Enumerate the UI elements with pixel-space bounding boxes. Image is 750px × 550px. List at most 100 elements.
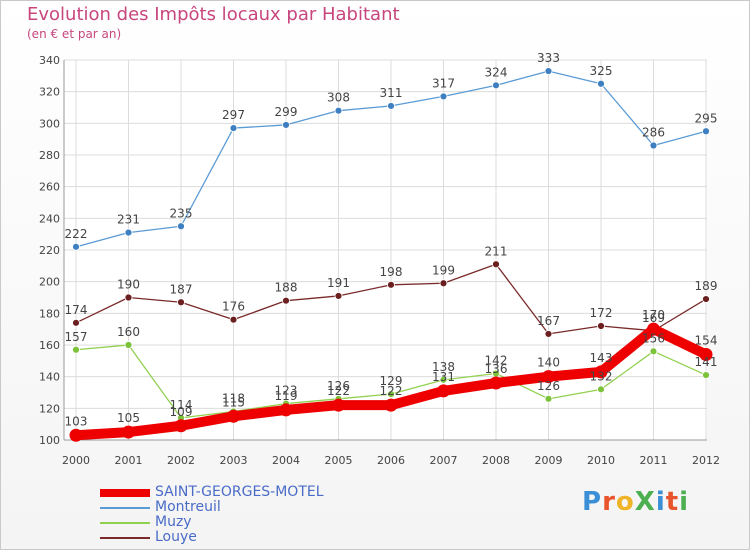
- data-label: 167: [537, 314, 560, 328]
- y-tick-label: 120: [39, 402, 60, 415]
- data-point: [69, 428, 83, 442]
- legend-swatch: [100, 537, 150, 539]
- legend-swatch: [100, 489, 150, 497]
- data-point: [384, 398, 398, 412]
- data-label: 170: [642, 308, 665, 322]
- data-point: [699, 348, 713, 361]
- data-label: 132: [590, 369, 613, 383]
- x-tick-label: 2008: [482, 454, 510, 467]
- data-label: 317: [432, 76, 455, 90]
- data-label: 187: [170, 282, 193, 296]
- data-point: [334, 292, 343, 300]
- data-point: [439, 375, 448, 384]
- data-label: 333: [537, 51, 560, 65]
- data-point: [439, 92, 448, 101]
- data-label: 140: [537, 356, 560, 370]
- data-label: 119: [275, 389, 298, 403]
- x-tick-label: 2010: [587, 454, 615, 467]
- data-label: 198: [380, 265, 403, 279]
- y-tick-label: 340: [39, 54, 60, 67]
- data-label: 199: [432, 263, 455, 277]
- data-point: [332, 398, 345, 412]
- data-point: [387, 390, 395, 398]
- data-label: 311: [380, 86, 403, 100]
- data-label: 105: [117, 411, 140, 425]
- x-tick-label: 2001: [115, 454, 143, 467]
- data-point: [597, 385, 605, 394]
- logo-letter: i: [655, 487, 666, 517]
- data-label: 176: [222, 300, 245, 314]
- data-label: 115: [222, 395, 245, 409]
- y-tick-label: 300: [39, 117, 60, 130]
- legend-label: Louye: [155, 529, 197, 545]
- data-label: 169: [642, 311, 665, 325]
- data-label: 174: [65, 303, 88, 317]
- data-label: 123: [275, 384, 298, 398]
- data-point: [544, 330, 553, 338]
- x-tick-label: 2002: [167, 454, 195, 467]
- y-tick-label: 200: [39, 276, 60, 289]
- data-point: [124, 341, 133, 349]
- logo-letter: i: [679, 487, 690, 517]
- data-label: 172: [590, 306, 613, 320]
- data-label: 122: [380, 384, 403, 398]
- legend-swatch: [100, 522, 150, 524]
- logo-letter: P: [582, 487, 603, 517]
- proxiti-logo: ProXiti: [582, 487, 689, 517]
- data-point: [279, 403, 293, 417]
- data-label: 114: [170, 398, 193, 412]
- data-label: 138: [432, 360, 455, 374]
- x-tick-label: 2006: [377, 454, 405, 467]
- y-tick-label: 100: [39, 434, 60, 447]
- data-label: 295: [695, 111, 718, 125]
- data-point: [492, 260, 500, 269]
- data-point: [177, 298, 185, 307]
- data-point: [229, 124, 238, 132]
- data-label: 231: [117, 213, 140, 227]
- data-point: [282, 296, 290, 305]
- logo-letter: r: [602, 487, 616, 517]
- data-label: 103: [65, 414, 88, 428]
- data-point: [124, 228, 133, 237]
- x-tick-label: 2012: [692, 454, 720, 467]
- data-label: 325: [590, 64, 613, 78]
- data-label: 129: [380, 374, 403, 388]
- data-point: [177, 222, 185, 231]
- data-point: [387, 280, 395, 289]
- data-point: [72, 345, 80, 354]
- y-tick-label: 220: [39, 244, 60, 257]
- data-label: 222: [65, 227, 88, 241]
- x-tick-label: 2005: [325, 454, 353, 467]
- y-tick-label: 260: [39, 181, 60, 194]
- data-label: 126: [537, 379, 560, 393]
- data-point: [702, 295, 710, 303]
- chart-title: Evolution des Impôts locaux par Habitant: [27, 4, 400, 25]
- legend-label: SAINT-GEORGES-MOTEL: [155, 484, 324, 500]
- data-point: [702, 127, 710, 136]
- data-label: 126: [327, 379, 350, 393]
- data-label: 211: [485, 244, 508, 258]
- data-point: [439, 279, 448, 288]
- data-label: 156: [642, 331, 665, 345]
- data-point: [702, 371, 710, 379]
- data-label: 157: [65, 330, 88, 344]
- data-point: [597, 322, 605, 330]
- data-label: 299: [275, 105, 298, 119]
- data-label: 297: [222, 108, 245, 122]
- logo-letter: X: [634, 487, 656, 517]
- data-label: 190: [117, 278, 140, 292]
- data-label: 191: [327, 276, 350, 290]
- data-point: [544, 394, 553, 403]
- data-label: 143: [590, 351, 613, 365]
- data-point: [227, 409, 240, 423]
- x-tick-label: 2007: [430, 454, 458, 467]
- data-point: [492, 81, 500, 90]
- data-point: [174, 419, 188, 433]
- data-point: [594, 365, 608, 379]
- data-label: 286: [642, 126, 665, 140]
- data-point: [72, 242, 80, 251]
- data-label: 141: [695, 355, 718, 369]
- logo-letter: o: [615, 487, 635, 517]
- data-point: [542, 370, 555, 384]
